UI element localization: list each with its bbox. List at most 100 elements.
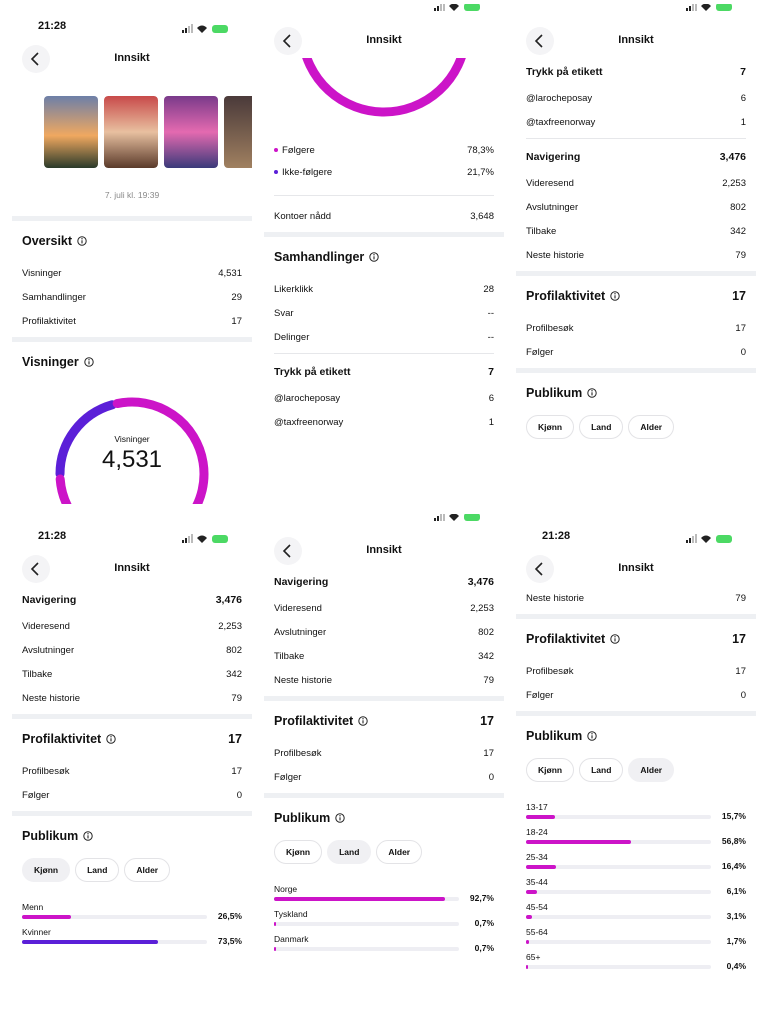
metric-value: 79 [735, 249, 746, 261]
filter-tabs: Kjønn Land Alder [516, 756, 756, 794]
bar-track [274, 897, 459, 901]
metric-row: @taxfreenorway 1 [516, 110, 756, 134]
group-total: 3,476 [719, 151, 746, 163]
filter-tab[interactable]: Alder [628, 415, 675, 439]
bar-value: 0,4% [726, 961, 746, 971]
section-total: 17 [480, 714, 494, 728]
section-divider [516, 614, 756, 619]
metric-label: @taxfreenorway [274, 416, 344, 428]
header-title: Innsikt [114, 562, 150, 574]
metric-value: 1 [740, 116, 746, 128]
gauge-value: 4,531 [101, 446, 163, 473]
filter-tab[interactable]: Kjønn [526, 415, 575, 439]
metric-row: Følger 0 [516, 340, 756, 364]
filter-tab[interactable]: Kjønn [22, 858, 71, 882]
back-button[interactable] [274, 27, 302, 55]
section-total: 17 [732, 289, 746, 303]
metric-label: Visninger [22, 267, 62, 279]
section-title: Publikum [526, 729, 583, 743]
metric-value: 17 [231, 765, 242, 777]
story-thumbnail[interactable] [44, 96, 98, 168]
back-button[interactable] [22, 555, 50, 583]
section-divider [264, 232, 504, 237]
group-total: 7 [740, 66, 746, 78]
filter-tab[interactable]: Alder [628, 758, 675, 782]
group-total: 3,476 [467, 576, 494, 588]
bar [274, 897, 446, 901]
filter-tab[interactable]: Land [327, 840, 372, 864]
info-icon [610, 634, 620, 644]
back-button[interactable] [526, 555, 554, 583]
status-icons-graphic [686, 534, 732, 543]
metric-value: 2,253 [722, 177, 746, 189]
section-title: Profilaktivitet [22, 732, 102, 746]
metric-value: 4,531 [218, 267, 242, 279]
bar-track [274, 947, 459, 951]
metric-row: Likerklikk 28 [264, 277, 504, 301]
metric-label: Avslutninger [22, 644, 75, 656]
story-thumbnails [12, 76, 252, 186]
section-divider [264, 793, 504, 798]
filter-tab[interactable]: Land [579, 758, 624, 782]
filter-tab[interactable]: Land [75, 858, 120, 882]
section-title: Publikum [22, 829, 79, 843]
phone-panel: Innsikt Navigering 3,476 Videresend 2,253 Avs… [264, 514, 504, 1014]
metric-row: @taxfreenorway 1 [264, 410, 504, 434]
section-heading: Profilaktivitet 17 [12, 719, 252, 759]
bar-value: 92,7% [469, 893, 494, 903]
metric-value: 6 [488, 392, 494, 404]
section-title: Publikum [274, 811, 331, 825]
metric-row: Videresend 2,253 [516, 171, 756, 195]
section-heading: Publikum [264, 798, 504, 838]
story-thumbnail[interactable] [224, 96, 252, 168]
info-icon [83, 831, 93, 841]
metric-row: Videresend 2,253 [264, 596, 504, 620]
row-rule [274, 353, 494, 354]
bar-label: 65+ [526, 952, 541, 962]
filter-tab[interactable]: Kjønn [274, 840, 323, 864]
metric-value: -- [487, 307, 494, 319]
back-button[interactable] [22, 45, 50, 73]
bar-value: 16,4% [721, 861, 746, 871]
metric-value: 79 [735, 592, 746, 604]
info-icon [610, 291, 620, 301]
bar-label: Tyskland [274, 909, 308, 919]
bar-item: 55-64 1,7% [516, 925, 756, 950]
metric-value: 0 [488, 771, 494, 783]
legend-entry: Følgere [274, 145, 315, 156]
metric-value: -- [487, 331, 494, 343]
metric-row: Svar -- [264, 301, 504, 325]
back-button[interactable] [526, 27, 554, 55]
bar-item: Norge 92,7% [264, 882, 504, 907]
legend-entry: Ikke-følgere [274, 167, 332, 178]
status-icons-graphic [434, 514, 480, 521]
group-row: Navigering 3,476 [264, 568, 504, 596]
filter-tab[interactable]: Alder [124, 858, 171, 882]
filter-tab[interactable]: Land [579, 415, 624, 439]
bar-label: Danmark [274, 934, 309, 944]
metric-label: Tilbake [274, 650, 305, 662]
metric-label: Profilbesøk [526, 322, 574, 334]
metric-label: Følger [526, 346, 554, 358]
section-divider [516, 368, 756, 373]
bar-item: 65+ 0,4% [516, 950, 756, 975]
back-button[interactable] [274, 537, 302, 565]
info-icon [335, 813, 345, 823]
metric-label: Svar [274, 307, 294, 319]
filter-tab[interactable]: Kjønn [526, 758, 575, 782]
status-time: 21:28 [542, 530, 571, 542]
group-row: Trykk på etikett 7 [516, 58, 756, 86]
legend-row: Ikke-følgere 21,7% [264, 161, 504, 183]
metric-label: Neste historie [274, 674, 333, 686]
section-heading: Profilaktivitet 17 [516, 619, 756, 659]
nav-header: Innsikt [12, 554, 252, 586]
metric-row: Avslutninger 802 [12, 638, 252, 662]
metric-label: Tilbake [22, 668, 53, 680]
metric-row: Tilbake 342 [264, 644, 504, 668]
story-thumbnail[interactable] [164, 96, 218, 168]
story-thumbnail[interactable] [102, 94, 160, 170]
bar-track [526, 890, 711, 894]
bar-value: 6,1% [726, 886, 746, 896]
filter-tab[interactable]: Alder [376, 840, 423, 864]
bar-label: Menn [22, 902, 44, 912]
